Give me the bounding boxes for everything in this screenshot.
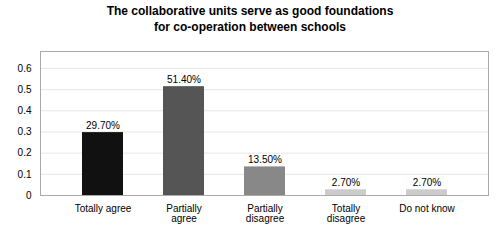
html-text:The collaborative units serve: The collaborative units serve as good fo… <box>106 4 394 34</box>
svg-text:Do not know: Do not know <box>399 203 455 214</box>
svg-text:0.6: 0.6 <box>18 63 32 74</box>
svg-text:13.50%: 13.50% <box>248 154 282 165</box>
svg-text:Totallydisagree: Totallydisagree <box>327 203 366 224</box>
svg-text:2.70%: 2.70% <box>332 177 360 188</box>
svg-text:2.70%: 2.70% <box>413 177 441 188</box>
svg-text:Partiallydisagree: Partiallydisagree <box>246 203 285 224</box>
svg-text:0.3: 0.3 <box>18 126 32 137</box>
svg-text:51.40%: 51.40% <box>167 74 201 85</box>
svg-text:29.70%: 29.70% <box>86 120 120 131</box>
svg-text:Totally agree: Totally agree <box>75 203 132 214</box>
svg-text:0: 0 <box>26 190 32 201</box>
svg-text:0.4: 0.4 <box>18 105 32 116</box>
svg-text:0.5: 0.5 <box>18 84 32 95</box>
svg-text:Partiallyagree: Partiallyagree <box>166 203 202 224</box>
svg-text:0.1: 0.1 <box>18 169 32 180</box>
svg-text:0.2: 0.2 <box>18 148 32 159</box>
